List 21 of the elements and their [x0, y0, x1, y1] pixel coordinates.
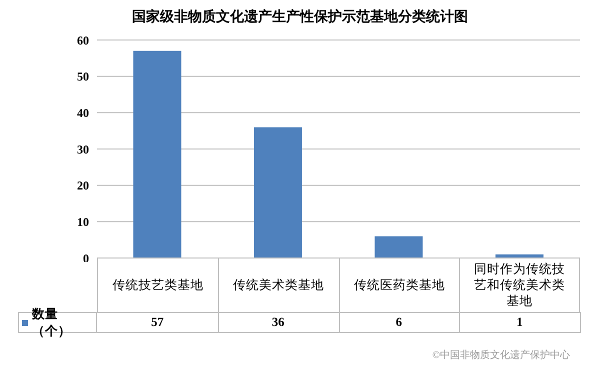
y-tick-label: 30	[77, 142, 89, 156]
x-tick-label: 传统技艺类基地	[112, 277, 204, 293]
text: ©中国非物质文化遗产保护中心	[432, 348, 570, 362]
bar	[133, 50, 182, 258]
bar	[374, 236, 423, 258]
chart-title: 国家级非物质文化遗产生产性保护示范基地分类统计图	[131, 8, 469, 26]
data-label: 57	[97, 312, 219, 333]
y-tick-label: 40	[77, 106, 89, 120]
data-label: 1	[459, 312, 581, 333]
x-tick-label: 传统美术类基地	[233, 277, 324, 293]
data-label: 36	[218, 312, 340, 333]
x-tick-label: 传统医药类基地	[354, 277, 445, 293]
y-tick-label: 0	[83, 251, 89, 266]
bar	[254, 127, 302, 258]
x-tick-label: 同时作为传统技艺和传统美术类基地	[474, 261, 566, 309]
y-tick-label: 50	[77, 70, 89, 84]
y-tick-label: 20	[77, 178, 89, 193]
data-label: 6	[338, 312, 460, 333]
legend-label: 数量（个）	[32, 306, 72, 340]
y-tick-label: 60	[77, 33, 89, 48]
y-tick-label: 10	[77, 214, 89, 229]
